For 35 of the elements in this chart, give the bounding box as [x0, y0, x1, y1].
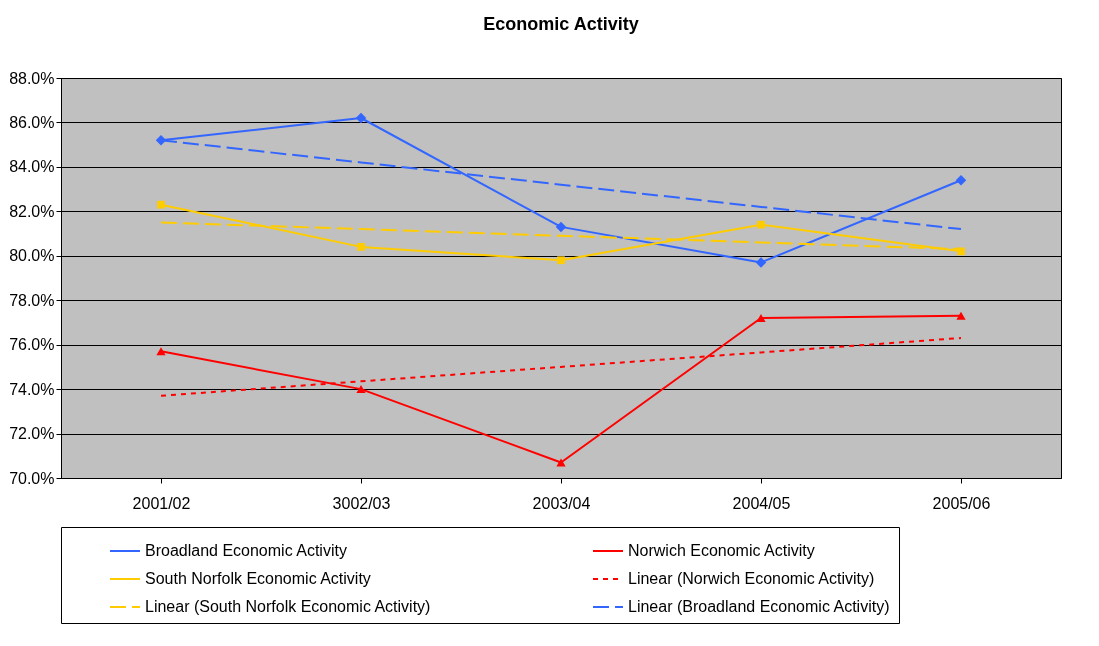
legend-label: Linear (South Norfolk Economic Activity) [145, 598, 431, 615]
x-tick-label: 2005/06 [932, 494, 991, 512]
point [557, 256, 565, 265]
y-tick-label: 78.0% [9, 291, 55, 309]
y-tick-label: 86.0% [9, 113, 55, 131]
point [156, 347, 166, 356]
y-tick-label: 70.0% [9, 469, 55, 487]
x-tick-label: 2003/04 [532, 494, 591, 512]
point [955, 174, 967, 186]
legend-label: Broadland Economic Activity [145, 542, 347, 559]
x-tick-label: 3002/03 [332, 494, 391, 512]
legend-label: Linear (Norwich Economic Activity) [628, 570, 875, 587]
y-tick-label: 74.0% [9, 380, 55, 398]
point [555, 221, 567, 233]
y-tick-label: 84.0% [9, 158, 55, 176]
y-tick-label: 82.0% [9, 202, 55, 220]
point [957, 247, 965, 256]
point [956, 311, 966, 320]
point [757, 220, 765, 229]
y-tick-label: 72.0% [9, 425, 55, 443]
legend-label: South Norfolk Economic Activity [145, 570, 371, 587]
chart-title: Economic Activity [483, 14, 639, 34]
y-tick-label: 88.0% [9, 69, 55, 87]
legend-label: Linear (Broadland Economic Activity) [628, 598, 890, 615]
y-tick-label: 76.0% [9, 336, 55, 354]
legend-label: Norwich Economic Activity [628, 542, 815, 559]
point [755, 257, 767, 268]
point [356, 385, 366, 394]
x-tick-label: 2001/02 [132, 494, 191, 512]
x-tick-label: 2004/05 [732, 494, 791, 512]
point [756, 314, 766, 322]
point [357, 243, 365, 251]
point [355, 112, 367, 124]
y-tick-label: 80.0% [9, 247, 55, 265]
point [157, 200, 165, 209]
